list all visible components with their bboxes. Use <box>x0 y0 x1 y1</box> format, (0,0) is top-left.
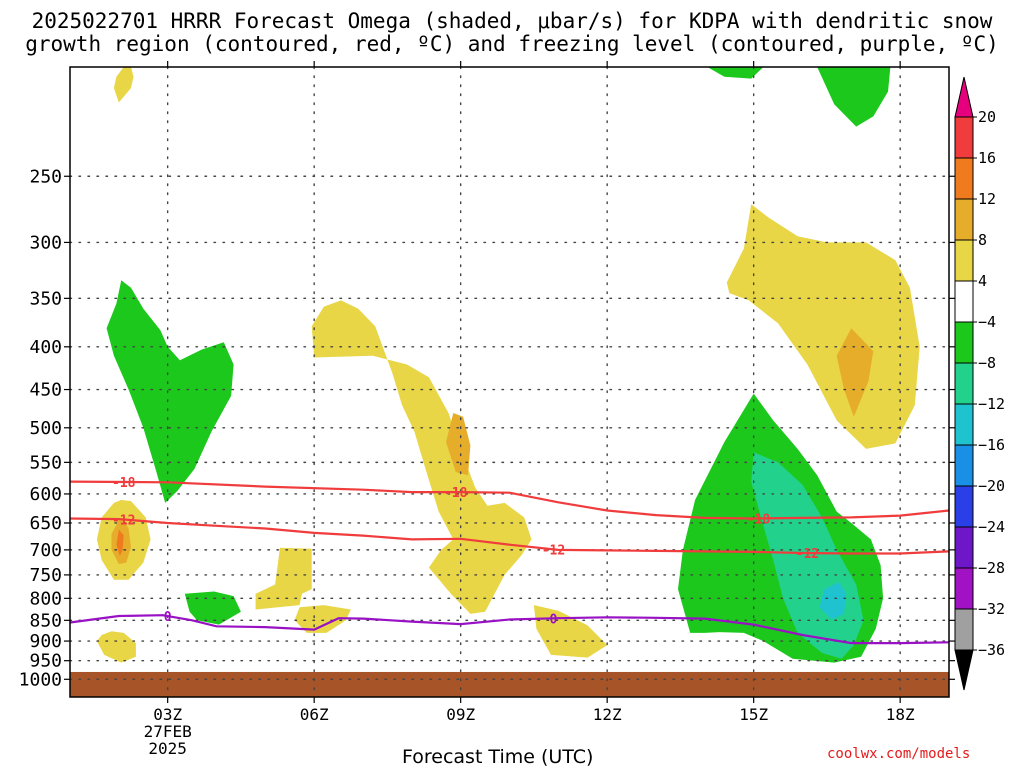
x-tick-label-06Z: 06Z <box>300 705 329 724</box>
colorbar-bin-5 <box>954 321 974 364</box>
colorbar-bottom-arrow <box>954 649 974 691</box>
colorbar-bin-0 <box>954 116 974 159</box>
omega-region-11 <box>294 605 351 633</box>
omega-region-10 <box>255 547 312 610</box>
colorbar-label-2: 12 <box>978 190 996 208</box>
omega-shaded-regions <box>96 67 920 663</box>
y-tick-label-750: 750 <box>29 565 62 586</box>
y-tick-label-550: 550 <box>29 452 62 473</box>
colorbar-bin-6 <box>954 362 974 405</box>
omega-region-6 <box>96 631 136 663</box>
chart-title-line-1: 2025022701 HRRR Forecast Omega (shaded, … <box>31 9 993 33</box>
colorbar-bin-12 <box>954 608 974 651</box>
colorbar-bin-2 <box>954 198 974 241</box>
colorbar: 20 16 12 8 4 −4 −8 −12 −16 −20 −24 −28 −32 −36 <box>954 76 1005 691</box>
contour-label--12-3: -12 <box>796 547 819 562</box>
plot-frame <box>69 66 950 698</box>
omega-region-9 <box>446 413 471 476</box>
grid-lines <box>69 66 950 698</box>
colorbar-label-9: −20 <box>978 477 1005 495</box>
omega-region-1 <box>113 67 134 103</box>
y-tick-label-450: 450 <box>29 380 62 401</box>
y-tick-label-800: 800 <box>29 588 62 609</box>
credit-link[interactable]: coolwx.com/models <box>827 746 971 762</box>
contour-label--12-1: -12 <box>112 513 135 528</box>
colorbar-bin-1 <box>954 157 974 200</box>
omega-region-13 <box>726 204 920 449</box>
colorbar-bin-7 <box>954 403 974 446</box>
colorbar-label-5: −4 <box>978 313 996 331</box>
omega-region-7 <box>184 591 241 625</box>
x-tick-label-18Z: 18Z <box>886 705 915 724</box>
x-tick-label-03Z: 03Z <box>153 705 182 724</box>
colorbar-label-6: −8 <box>978 354 996 372</box>
y-tick-label-1000: 1000 <box>19 669 62 690</box>
y-axis-ticks: 2503003504004505005506006507007508008509… <box>19 166 955 690</box>
chart-title-line-2: growth region (contoured, red, ºC) and f… <box>25 32 999 56</box>
colorbar-label-1: 16 <box>978 149 996 167</box>
y-tick-label-500: 500 <box>29 418 62 439</box>
contour-label-0-2: 0 <box>550 612 558 627</box>
colorbar-bin-10 <box>954 526 974 569</box>
colorbar-bin-8 <box>954 444 974 487</box>
omega-region-8 <box>311 300 532 614</box>
omega-region-12 <box>533 605 608 658</box>
colorbar-label-10: −24 <box>978 518 1005 536</box>
colorbar-bin-9 <box>954 485 974 528</box>
colorbar-label-13: −36 <box>978 641 1005 659</box>
colorbar-label-0: 20 <box>978 108 996 126</box>
contour-0 <box>69 614 950 645</box>
colorbar-bin-3 <box>954 239 974 282</box>
y-tick-label-900: 900 <box>29 631 62 652</box>
y-tick-label-350: 350 <box>29 288 62 309</box>
y-tick-label-600: 600 <box>29 484 62 505</box>
x-tick-sublabel-2025: 2025 <box>148 739 187 758</box>
omega-region-14 <box>836 328 874 417</box>
x-tick-label-09Z: 09Z <box>446 705 475 724</box>
y-tick-label-250: 250 <box>29 166 62 187</box>
colorbar-top-arrow <box>954 76 974 118</box>
ground-fill <box>70 671 949 697</box>
y-tick-label-650: 650 <box>29 513 62 534</box>
colorbar-label-11: −28 <box>978 559 1005 577</box>
ground-layer <box>70 671 949 697</box>
omega-region-17 <box>819 582 847 620</box>
colorbar-label-12: −32 <box>978 600 1005 618</box>
x-tick-label-12Z: 12Z <box>593 705 622 724</box>
contour--12 <box>69 517 950 555</box>
omega-region-19 <box>817 67 891 127</box>
y-tick-label-950: 950 <box>29 651 62 672</box>
x-axis-title: Forecast Time (UTC) <box>402 746 594 768</box>
colorbar-label-8: −16 <box>978 436 1005 454</box>
colorbar-bin-11 <box>954 567 974 610</box>
omega-region-18 <box>707 67 764 79</box>
y-tick-label-850: 850 <box>29 610 62 631</box>
contour-lines: -18 -18 -18 -12 -12 -12 0 0 <box>69 476 950 645</box>
contour-label--18-1: -18 <box>112 476 136 491</box>
y-tick-label-400: 400 <box>29 337 62 358</box>
omega-region-5 <box>116 529 124 556</box>
y-tick-label-300: 300 <box>29 232 62 253</box>
contour--18 <box>69 480 950 520</box>
plot-border <box>69 66 950 698</box>
x-tick-sublabel-27FEB: 27FEB <box>144 722 192 741</box>
colorbar-label-7: −12 <box>978 395 1005 413</box>
omega-region-2 <box>106 280 234 503</box>
x-tick-label-15Z: 15Z <box>739 705 768 724</box>
colorbar-bin-4 <box>954 280 974 323</box>
contour-label-0-1: 0 <box>164 610 172 625</box>
colorbar-label-4: 4 <box>978 272 987 290</box>
y-tick-label-700: 700 <box>29 540 62 561</box>
contour-label--12-2: -12 <box>542 543 565 558</box>
contour-label--18-3: -18 <box>747 512 771 527</box>
contour-label--18-2: -18 <box>444 486 468 501</box>
colorbar-label-3: 8 <box>978 231 987 249</box>
